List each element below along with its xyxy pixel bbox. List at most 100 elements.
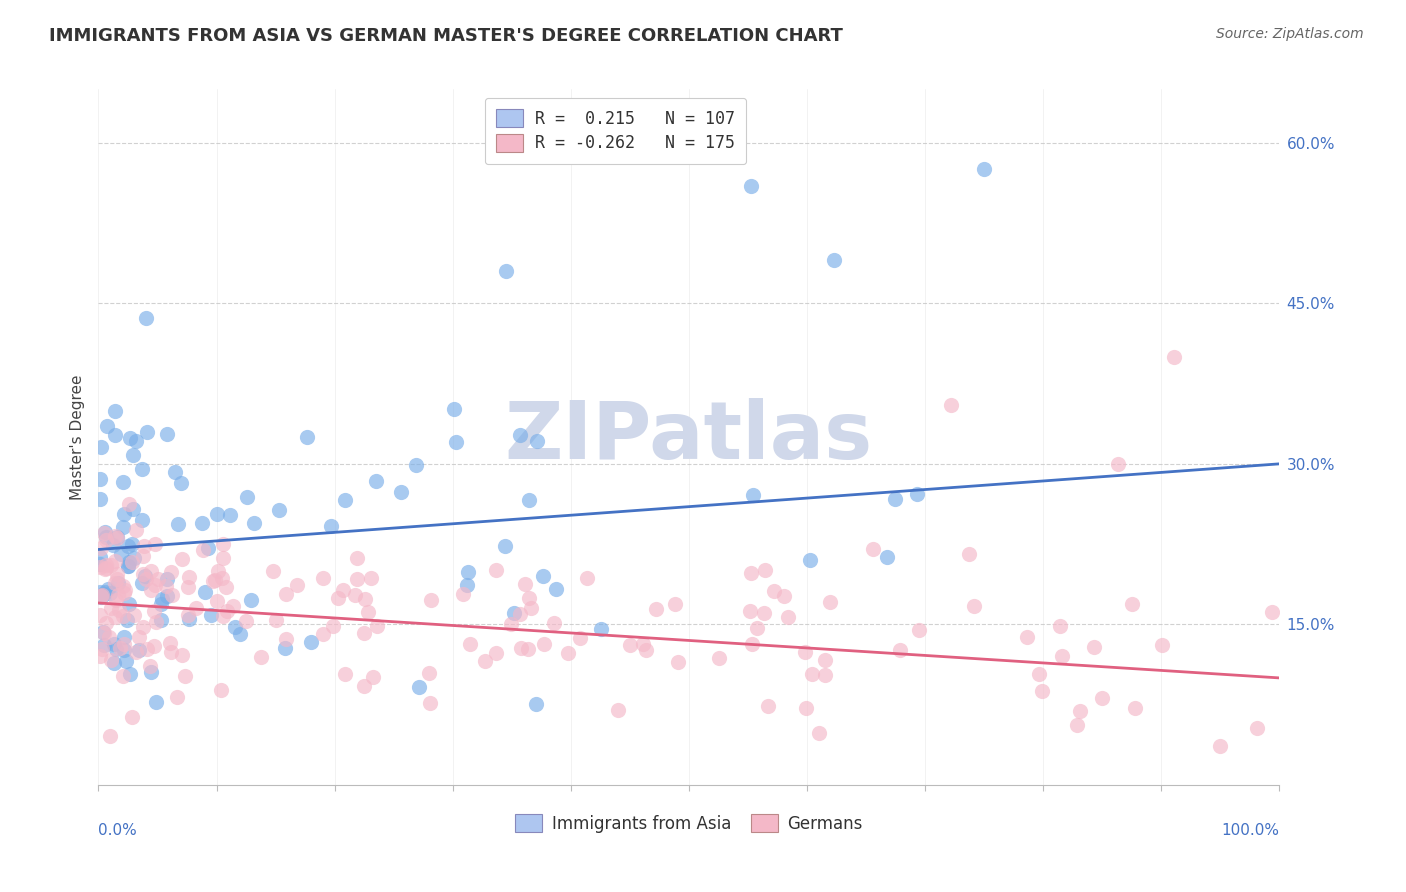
Point: [104, 576, 127, 591]
Point: [125, 434, 148, 449]
Point: [332, 582, 354, 597]
Point: [973, 162, 995, 177]
Point: [509, 607, 531, 622]
Point: [666, 655, 689, 669]
Point: [125, 645, 148, 659]
Point: [756, 698, 779, 713]
Point: [576, 571, 599, 585]
Point: [114, 583, 136, 598]
Point: [139, 564, 162, 578]
Point: [312, 627, 335, 641]
Point: [1031, 683, 1053, 698]
Point: [107, 566, 129, 581]
Point: [235, 615, 257, 629]
Point: [709, 650, 731, 665]
Point: [211, 571, 233, 585]
Point: [156, 589, 179, 603]
Point: [160, 565, 183, 579]
Point: [166, 690, 188, 705]
Point: [200, 607, 222, 622]
Point: [134, 539, 156, 553]
Point: [485, 563, 508, 577]
Point: [457, 565, 479, 579]
Point: [543, 616, 565, 631]
Point: [274, 587, 297, 601]
Point: [446, 435, 468, 450]
Point: [98, 631, 121, 645]
Point: [104, 641, 127, 656]
Point: [139, 665, 162, 680]
Point: [333, 492, 356, 507]
Point: [360, 571, 382, 585]
Point: [122, 501, 145, 516]
Point: [513, 577, 536, 591]
Point: [1069, 704, 1091, 718]
Point: [219, 508, 242, 523]
Point: [814, 653, 837, 667]
Point: [420, 593, 443, 607]
Point: [1028, 667, 1050, 681]
Point: [546, 582, 568, 596]
Point: [443, 401, 465, 416]
Point: [91, 624, 114, 639]
Point: [114, 630, 136, 644]
Point: [135, 572, 157, 586]
Point: [159, 636, 181, 650]
Point: [524, 698, 547, 712]
Point: [104, 529, 127, 543]
Point: [204, 573, 226, 587]
Point: [89, 550, 111, 565]
Point: [176, 580, 198, 594]
Point: [458, 637, 481, 651]
Point: [142, 604, 165, 618]
Point: [1083, 640, 1105, 654]
Point: [96, 615, 118, 630]
Point: [267, 502, 290, 516]
Point: [139, 659, 162, 673]
Point: [89, 589, 111, 603]
Point: [97, 582, 120, 596]
Point: [107, 531, 129, 545]
Point: [201, 574, 224, 589]
Text: ZIPatlas: ZIPatlas: [505, 398, 873, 476]
Point: [90, 588, 112, 602]
Point: [131, 575, 153, 590]
Point: [112, 637, 135, 651]
Point: [1125, 701, 1147, 715]
Point: [619, 638, 641, 652]
Point: [89, 607, 111, 622]
Point: [94, 562, 117, 576]
Point: [112, 643, 135, 657]
Point: [108, 603, 131, 617]
Point: [117, 555, 139, 569]
Text: Source: ZipAtlas.com: Source: ZipAtlas.com: [1216, 27, 1364, 41]
Point: [93, 525, 115, 540]
Point: [957, 547, 980, 561]
Point: [862, 542, 884, 557]
Y-axis label: Master's Degree: Master's Degree: [69, 375, 84, 500]
Point: [145, 695, 167, 709]
Point: [111, 608, 134, 623]
Point: [264, 613, 287, 627]
Text: IMMIGRANTS FROM ASIA VS GERMAN MASTER'S DEGREE CORRELATION CHART: IMMIGRANTS FROM ASIA VS GERMAN MASTER'S …: [49, 27, 844, 45]
Point: [96, 419, 118, 434]
Point: [149, 597, 172, 611]
Point: [132, 619, 155, 633]
Text: 100.0%: 100.0%: [1222, 823, 1279, 838]
Point: [796, 701, 818, 715]
Point: [96, 558, 118, 572]
Point: [346, 572, 368, 586]
Point: [160, 588, 183, 602]
Point: [211, 550, 233, 565]
Point: [451, 587, 474, 601]
Point: [883, 492, 905, 507]
Point: [118, 598, 141, 612]
Point: [740, 603, 762, 617]
Point: [143, 640, 166, 654]
Point: [89, 558, 111, 572]
Point: [285, 578, 308, 592]
Point: [408, 680, 430, 694]
Point: [740, 178, 762, 193]
Point: [112, 586, 135, 600]
Point: [117, 559, 139, 574]
